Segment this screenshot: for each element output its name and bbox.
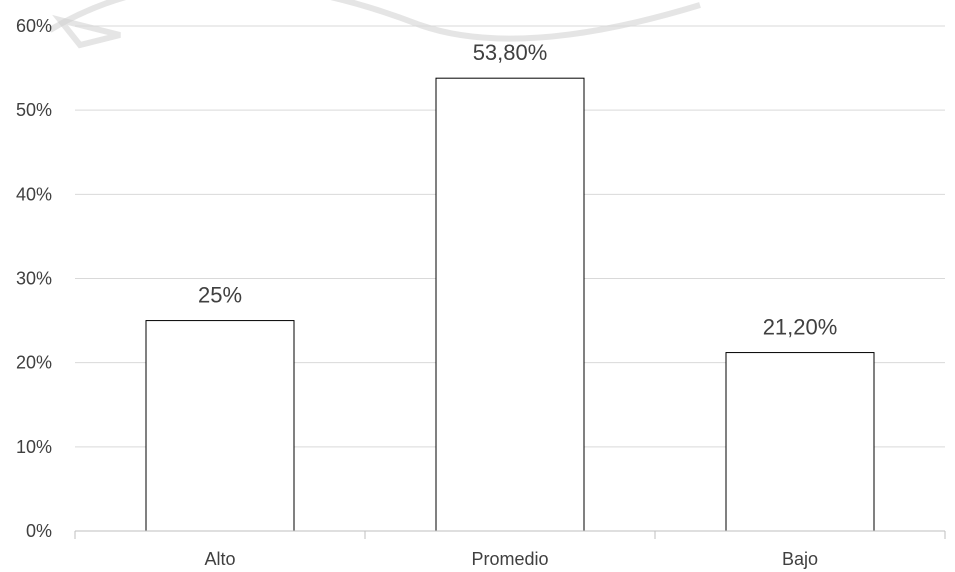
bars — [145, 77, 875, 532]
bar-bajo — [725, 352, 875, 532]
y-tick-label: 30% — [16, 269, 52, 289]
x-tick-label-promedio: Promedio — [471, 549, 548, 569]
y-tick-label: 10% — [16, 437, 52, 457]
data-label-promedio: 53,80% — [473, 40, 548, 65]
y-tick-label: 60% — [16, 16, 52, 36]
x-axis — [74, 530, 946, 539]
y-axis-ticks: 0% 10% 20% 30% 40% 50% 60% — [16, 16, 52, 541]
x-axis-ticks: Alto Promedio Bajo — [204, 549, 818, 569]
data-label-bajo: 21,20% — [763, 315, 838, 340]
y-tick-label: 40% — [16, 184, 52, 204]
y-tick-label: 0% — [26, 521, 52, 541]
y-tick-label: 20% — [16, 353, 52, 373]
bar-alto — [145, 320, 295, 532]
data-labels: 25% 53,80% 21,20% — [198, 40, 837, 339]
x-tick-label-bajo: Bajo — [782, 549, 818, 569]
bar-promedio — [435, 77, 585, 532]
x-tick-label-alto: Alto — [204, 549, 235, 569]
data-label-alto: 25% — [198, 283, 242, 308]
y-tick-label: 50% — [16, 100, 52, 120]
watermark-seal — [48, 0, 701, 49]
